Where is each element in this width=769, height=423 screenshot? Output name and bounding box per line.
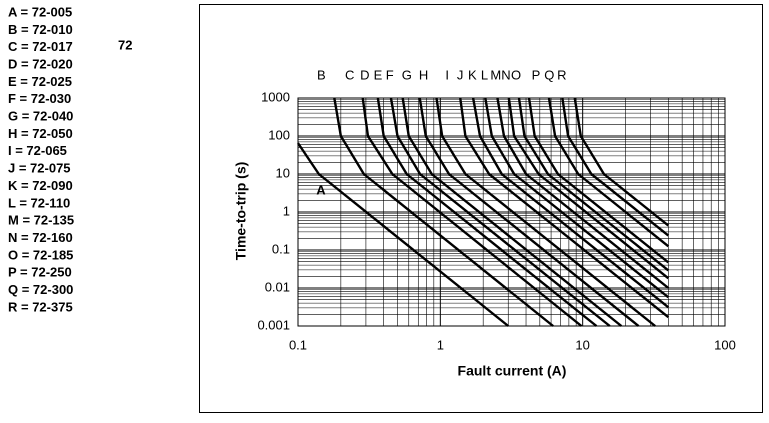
fuse-list-item: P = 72-250	[8, 265, 72, 280]
curve	[418, 97, 640, 327]
curve	[297, 142, 509, 327]
y-tick-label: 0.001	[257, 317, 290, 332]
curve-label: A	[316, 182, 326, 197]
fuse-list-item: D = 72-020	[8, 56, 73, 71]
curve-label: H	[419, 67, 428, 82]
curve	[459, 97, 670, 319]
fuse-list-item: E = 72-025	[8, 74, 72, 89]
curve	[527, 97, 670, 264]
curve-label: P	[532, 67, 541, 82]
chart-frame	[199, 4, 763, 413]
curve-label: N	[501, 67, 510, 82]
x-axis-title: Fault current (A)	[458, 363, 567, 379]
curve	[333, 97, 554, 327]
fuse-list-item: Q = 72-300	[8, 282, 73, 297]
fuse-list-item: N = 72-160	[8, 230, 73, 245]
fuse-list-item: B = 72-010	[8, 22, 73, 37]
curve	[361, 97, 583, 327]
curve-label: I	[445, 67, 449, 82]
curve-label: F	[386, 67, 394, 82]
x-tick-label: 1	[437, 337, 444, 352]
curve-label: L	[481, 67, 488, 82]
y-tick-label: 1000	[261, 89, 290, 104]
curve-label: G	[402, 67, 412, 82]
curve-label: O	[511, 67, 521, 82]
curve-label: M	[490, 67, 501, 82]
y-tick-label: 0.01	[265, 279, 290, 294]
curve	[573, 97, 670, 227]
curve	[517, 97, 670, 272]
note: 72	[118, 37, 132, 52]
fuse-list-item: A = 72-005	[8, 4, 72, 19]
curve	[389, 97, 611, 327]
fuse-list-item: J = 72-075	[8, 161, 71, 176]
curve-label: B	[317, 67, 326, 82]
curve	[507, 97, 670, 280]
curve-label: K	[468, 67, 477, 82]
curve-label: E	[374, 67, 383, 82]
curve	[376, 97, 598, 327]
curve	[547, 97, 670, 248]
fuse-list-item: O = 72-185	[8, 247, 73, 262]
curve-label: R	[557, 67, 566, 82]
fuse-list-item: I = 72-065	[8, 143, 67, 158]
fuse-list-item: F = 72-030	[8, 91, 71, 106]
fuse-list-item: H = 72-050	[8, 126, 73, 141]
plot-frame	[297, 97, 726, 327]
curve-label: J	[457, 67, 464, 82]
curve	[471, 97, 670, 309]
y-tick-label: 100	[268, 127, 290, 142]
y-axis-title: Time-to-trip (s)	[233, 162, 249, 261]
curve-label: C	[345, 67, 354, 82]
curve	[435, 97, 656, 327]
fuse-list-item: R = 72-375	[8, 299, 73, 314]
curve	[496, 97, 670, 289]
fuse-list-item: C = 72-017	[8, 39, 73, 54]
curve	[561, 97, 670, 237]
y-tick-label: 0.1	[272, 241, 290, 256]
fuse-list-item: G = 72-040	[8, 109, 73, 124]
fuse-list-item: L = 72-110	[8, 195, 70, 210]
curve	[484, 97, 670, 299]
fuse-list-item: M = 72-135	[8, 213, 74, 228]
fuse-list-item: K = 72-090	[8, 178, 73, 193]
y-tick-label: 1	[283, 203, 290, 218]
curve	[401, 97, 623, 327]
x-tick-label: 10	[575, 337, 589, 352]
curve-label: D	[360, 67, 369, 82]
x-tick-label: 0.1	[289, 337, 307, 352]
curve-label: Q	[544, 67, 554, 82]
y-tick-label: 10	[276, 165, 290, 180]
x-tick-label: 100	[714, 337, 736, 352]
